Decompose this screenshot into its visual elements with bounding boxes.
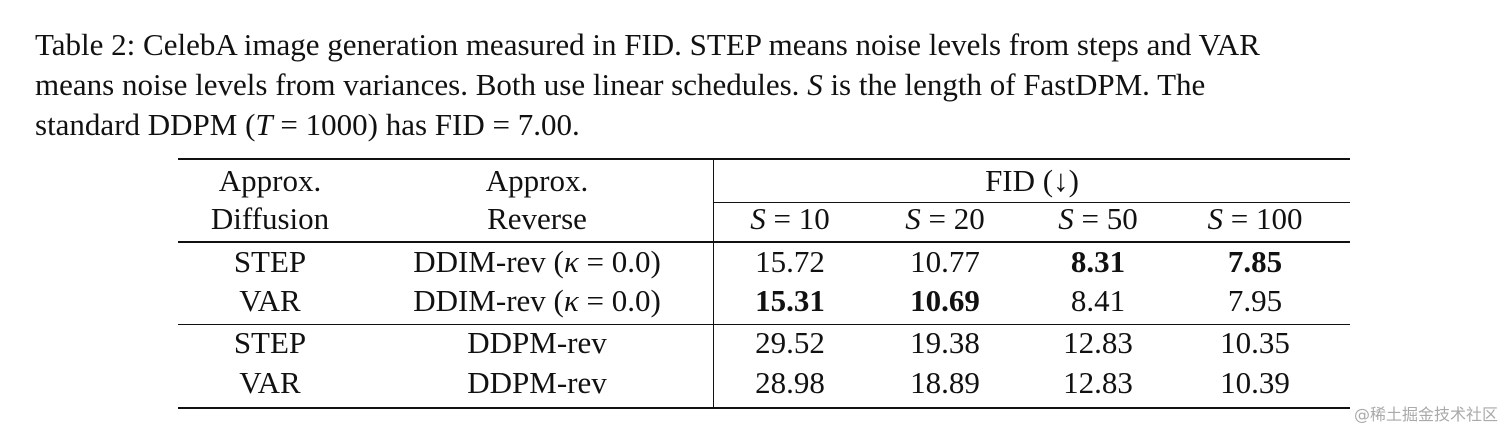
fid-cell: 29.52 <box>755 325 825 360</box>
fid-cell: 18.89 <box>910 365 980 400</box>
text-segment: standard DDPM ( <box>35 107 256 142</box>
caption-line: standard DDPM (T = 1000) has FID = 7.00. <box>35 105 580 145</box>
fid-cell: 10.69 <box>910 283 980 318</box>
text-segment: = 50 <box>1073 201 1138 236</box>
fid-cell: 12.83 <box>1063 325 1133 360</box>
fid-cell: 10.77 <box>910 244 980 279</box>
header-cell: Diffusion <box>210 201 330 236</box>
header-cell: Reverse <box>487 201 587 236</box>
caption-line: means noise levels from variances. Both … <box>35 65 1205 105</box>
column-header: S = 50 <box>1058 200 1137 238</box>
column-header: S = 20 <box>905 200 984 238</box>
text-segment: = 0.0) <box>578 244 661 279</box>
column-header: S = 10 <box>750 200 829 238</box>
text-segment: DDIM-rev ( <box>413 283 564 318</box>
watermark: @稀土掘金技术社区 <box>1353 405 1498 424</box>
text-segment: S <box>750 201 766 236</box>
row-cell: VAR <box>239 283 301 318</box>
bottom-rule <box>178 407 1350 409</box>
caption-line: Table 2: CelebA image generation measure… <box>35 25 1260 65</box>
header-cell: Approx. <box>485 163 589 198</box>
text-segment: S <box>1058 201 1074 236</box>
column-divider <box>713 159 714 408</box>
text-segment: S <box>905 201 921 236</box>
text-segment: = 20 <box>920 201 985 236</box>
fid-cell: 15.72 <box>755 244 825 279</box>
fid-cell: 8.31 <box>1070 244 1126 279</box>
fid-cell: 28.98 <box>755 365 825 400</box>
row-cell: STEP <box>233 244 307 279</box>
row-cell: DDPM-rev <box>467 324 607 362</box>
header-group: FID (↓) <box>985 163 1079 198</box>
text-segment: S <box>807 67 823 102</box>
text-segment: is the length of FastDPM. The <box>822 67 1206 102</box>
top-rule <box>178 158 1350 160</box>
text-segment: κ <box>563 244 579 279</box>
fid-cell: 10.35 <box>1220 325 1290 360</box>
text-segment: = 0.0) <box>578 283 661 318</box>
text-segment: = 1000) has FID = 7.00. <box>272 107 580 142</box>
text-segment: Table 2: CelebA image generation measure… <box>35 27 1260 62</box>
fid-cell: 19.38 <box>910 325 980 360</box>
row-cell: DDPM-rev <box>467 364 607 402</box>
text-segment: = 100 <box>1223 201 1303 236</box>
text-segment: DDIM-rev ( <box>413 244 564 279</box>
text-segment: = 10 <box>765 201 830 236</box>
text-segment: DDPM-rev <box>467 325 607 360</box>
fid-cell: 7.85 <box>1227 244 1283 279</box>
text-segment: means noise levels from variances. Both … <box>35 67 808 102</box>
fid-cell: 7.95 <box>1227 283 1283 318</box>
fid-cell: 15.31 <box>755 283 825 318</box>
text-segment: T <box>255 107 273 142</box>
fid-cell: 10.39 <box>1220 365 1290 400</box>
fid-cell: 12.83 <box>1063 365 1133 400</box>
fid-rule <box>714 202 1350 203</box>
row-cell: VAR <box>239 365 301 400</box>
text-segment: κ <box>563 283 579 318</box>
fid-cell: 8.41 <box>1070 283 1126 318</box>
text-segment: DDPM-rev <box>467 365 607 400</box>
row-cell: DDIM-rev (κ = 0.0) <box>413 243 661 281</box>
header-rule <box>178 241 1350 243</box>
row-cell: STEP <box>233 325 307 360</box>
header-cell: Approx. <box>218 163 322 198</box>
row-cell: DDIM-rev (κ = 0.0) <box>413 282 661 320</box>
mid-rule <box>178 324 1350 325</box>
column-header: S = 100 <box>1208 200 1303 238</box>
text-segment: S <box>1207 201 1224 236</box>
